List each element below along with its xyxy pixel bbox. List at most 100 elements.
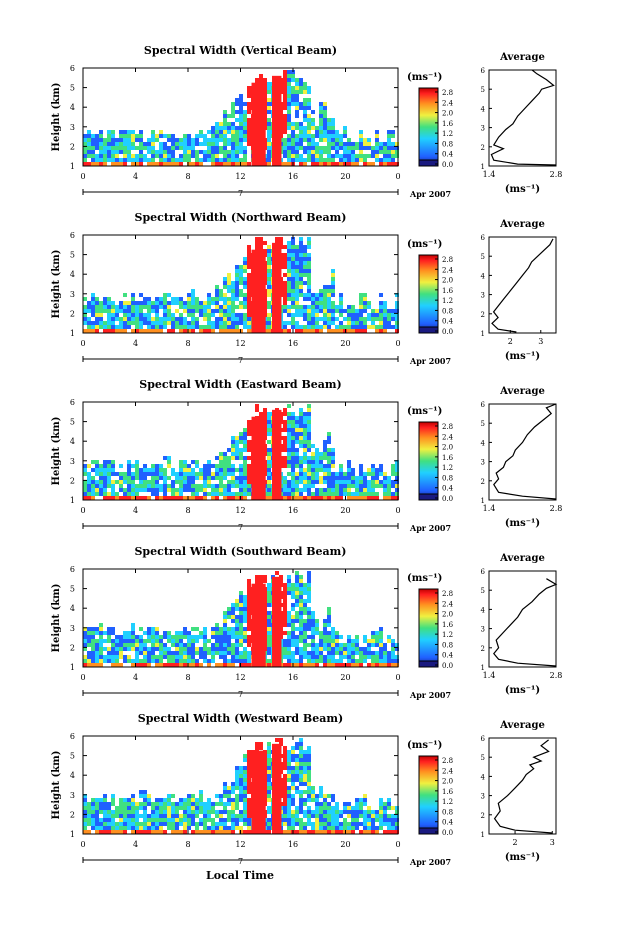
heatmap-cell [139, 830, 143, 834]
heatmap-cell [199, 631, 203, 635]
heatmap-cell [223, 782, 227, 786]
heatmap-cell [323, 138, 327, 142]
heatmap-cell [323, 122, 327, 126]
heatmap-cell [367, 146, 371, 150]
heatmap-cell [243, 627, 247, 631]
heatmap-cell [163, 643, 167, 647]
date-label: Apr 2007 [409, 857, 451, 867]
heatmap-cell [227, 317, 231, 321]
heatmap-cell [131, 293, 135, 297]
heatmap-cell [235, 305, 239, 309]
heatmap-cell [319, 480, 323, 484]
heatmap-cell [219, 297, 223, 301]
average-frame [488, 737, 557, 835]
heatmap-cell [291, 758, 295, 762]
heatmap-cell [371, 488, 375, 492]
heatmap-cell [107, 158, 111, 162]
heatmap-cell [319, 329, 323, 333]
heatmap-cell [331, 814, 335, 818]
heatmap-cell [127, 301, 131, 305]
heatmap-cell [299, 154, 303, 158]
heatmap-cell [287, 587, 291, 591]
heatmap-cell [247, 106, 251, 110]
heatmap-cell [331, 639, 335, 643]
heatmap-cell [231, 830, 235, 834]
heatmap-cell [139, 134, 143, 138]
heatmap-cell [267, 464, 271, 468]
heatmap-cell [167, 134, 171, 138]
heatmap-cell [175, 631, 179, 635]
heatmap-cell [87, 142, 91, 146]
heatmap-cell [347, 488, 351, 492]
heatmap-cell [167, 798, 171, 802]
heatmap-cell [219, 325, 223, 329]
date-label: Apr 2007 [409, 189, 451, 199]
heatmap-cell [103, 631, 107, 635]
heatmap-cell [171, 496, 175, 500]
x-tick-label: 0 [80, 172, 85, 181]
heatmap-cell [395, 476, 399, 480]
heatmap-cell [379, 142, 383, 146]
heatmap-cell [395, 142, 399, 146]
heatmap-cell [379, 643, 383, 647]
heatmap-cell [299, 257, 303, 261]
heatmap-cell [135, 134, 139, 138]
heatmap-cell [391, 496, 395, 500]
heatmap-cell [299, 241, 303, 245]
heatmap-cell [339, 313, 343, 317]
heatmap-cell [139, 468, 143, 472]
heatmap-cell [391, 468, 395, 472]
heatmap-cell [299, 102, 303, 106]
heatmap-cell [331, 794, 335, 798]
heatmap-cell [379, 655, 383, 659]
heatmap-cell [243, 611, 247, 615]
heatmap-cell [219, 814, 223, 818]
heatmap-cell [159, 297, 163, 301]
heatmap-cell [287, 285, 291, 289]
heatmap-cell [287, 94, 291, 98]
heatmap-cell [287, 635, 291, 639]
heatmap-cell [315, 810, 319, 814]
heatmap-cell [155, 325, 159, 329]
heatmap-cell [319, 154, 323, 158]
heatmap-cell [311, 460, 315, 464]
heatmap-cell [283, 774, 287, 778]
heatmap-cell [267, 305, 271, 309]
heatmap-cell [375, 663, 379, 667]
heatmap-cell [307, 285, 311, 289]
average-y-tick-label: 4 [481, 773, 486, 781]
heatmap-cell [247, 118, 251, 122]
heatmap-cell [291, 289, 295, 293]
heatmap-cell [295, 78, 299, 82]
heatmap-cell [235, 603, 239, 607]
heatmap-cell [327, 118, 331, 122]
heatmap-cell [323, 162, 327, 166]
heatmap-cell [243, 631, 247, 635]
heatmap-cell [247, 623, 251, 627]
heatmap-cell [99, 464, 103, 468]
heatmap-cell [283, 444, 287, 448]
heatmap-cell [139, 305, 143, 309]
heatmap-cell [147, 297, 151, 301]
heatmap-cell [311, 309, 315, 313]
heatmap-cell [91, 798, 95, 802]
heatmap-cell [287, 778, 291, 782]
heatmap-cell [111, 317, 115, 321]
heatmap-cell [323, 659, 327, 663]
heatmap-cell [383, 150, 387, 154]
average-x-tick-label: 1.4 [483, 170, 496, 179]
average-profile-line [493, 403, 557, 500]
heatmap-cell [163, 651, 167, 655]
heatmap-cell [231, 615, 235, 619]
heatmap-cell [379, 631, 383, 635]
heatmap-cell [175, 472, 179, 476]
heatmap-cell [219, 480, 223, 484]
heatmap-cell [323, 639, 327, 643]
heatmap-cell [119, 484, 123, 488]
heatmap-cell [347, 162, 351, 166]
heatmap-cell [167, 659, 171, 663]
heatmap-cell [231, 452, 235, 456]
heatmap-cell [95, 826, 99, 830]
colorbar-tick-label: 2.0 [442, 110, 453, 118]
heatmap-cell [355, 158, 359, 162]
